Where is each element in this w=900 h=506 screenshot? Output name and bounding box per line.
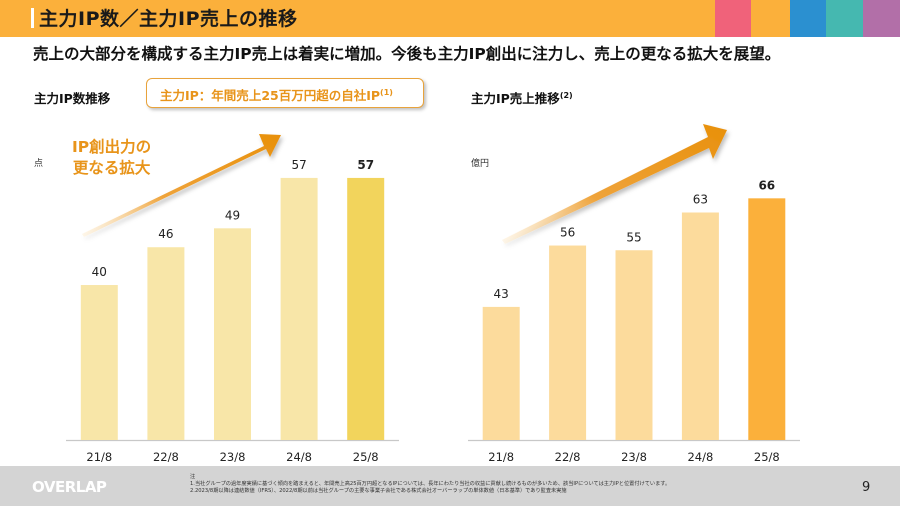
data-label: 57 bbox=[291, 158, 306, 172]
left-section-title: 主力IP数推移 bbox=[34, 88, 110, 107]
accent-swatch-orange bbox=[751, 0, 790, 37]
right-chart-unit: 億円 bbox=[471, 159, 490, 169]
growth-arrow-left bbox=[82, 134, 281, 237]
right-section-title-text: 主力IP売上推移 bbox=[471, 91, 560, 106]
x-tick-label: 24/8 bbox=[687, 450, 713, 464]
accent-swatch-pink bbox=[715, 0, 751, 37]
title-marker bbox=[31, 8, 34, 28]
right-section-title: 主力IP売上推移(2) bbox=[471, 88, 573, 107]
x-tick-label: 24/8 bbox=[286, 450, 312, 464]
bar-25-8 bbox=[748, 198, 786, 440]
data-label: 56 bbox=[560, 226, 575, 240]
definition-text: 主力IP：年間売上25百万円超の自社IP(1) bbox=[160, 85, 393, 104]
x-tick-label: 23/8 bbox=[220, 450, 246, 464]
footer-bar: OVERLAP 注 1.当社グループの過年度実績に基づく傾向を踏まえると、年間売… bbox=[0, 466, 900, 506]
callout-line-1: IP創出力の bbox=[72, 138, 152, 156]
left-section-title-text: 主力IP数推移 bbox=[34, 91, 111, 106]
bar-25-8 bbox=[347, 177, 385, 441]
bar-21-8 bbox=[80, 285, 118, 440]
header-bar: 主力IP数／主力IP売上の推移 bbox=[0, 0, 900, 37]
footnotes-heading: 注 bbox=[190, 474, 196, 480]
data-label: 49 bbox=[225, 208, 240, 222]
data-label: 66 bbox=[758, 178, 775, 192]
data-label: 63 bbox=[693, 192, 708, 206]
accent-swatch-teal bbox=[826, 0, 863, 37]
x-tick-label: 21/8 bbox=[488, 450, 514, 464]
footnote-2: 2.2023/8期以降は連結数値（IFRS）、2022/8期以前は当社グループの… bbox=[190, 488, 567, 494]
page-title: 主力IP数／主力IP売上の推移 bbox=[39, 8, 298, 30]
data-label: 46 bbox=[158, 227, 173, 241]
company-logo: OVERLAP bbox=[32, 478, 107, 496]
left-chart-unit: 点 bbox=[34, 159, 44, 169]
left-bar-chart: 40 21/8 46 22/8 49 23/8 57 24/8 57 25/8 bbox=[66, 158, 399, 464]
bar-22-8 bbox=[549, 245, 587, 440]
x-tick-label: 21/8 bbox=[86, 450, 112, 464]
bar-24-8 bbox=[280, 177, 318, 441]
data-label: 40 bbox=[92, 265, 107, 279]
growth-callout: IP創出力の 更なる拡大 bbox=[72, 137, 151, 179]
definition-footnote-ref: (1) bbox=[380, 87, 393, 97]
bar-23-8 bbox=[615, 250, 653, 440]
x-tick-label: 25/8 bbox=[754, 450, 780, 464]
right-bar-chart: 43 21/8 56 22/8 55 23/8 63 24/8 66 25/8 bbox=[468, 178, 800, 464]
accent-swatch-purple bbox=[863, 0, 900, 37]
bar-23-8 bbox=[214, 228, 251, 440]
bar-24-8 bbox=[681, 212, 719, 440]
charts-canvas: 40 21/8 46 22/8 49 23/8 57 24/8 57 25/8 43 21/8 56 2… bbox=[66, 124, 800, 464]
page-subtitle: 売上の大部分を構成する主力IP売上は着実に増加。今後も主力IP創出に注力し、売上… bbox=[33, 45, 781, 63]
definition-box: 主力IP：年間売上25百万円超の自社IP(1) bbox=[146, 78, 424, 108]
data-label: 57 bbox=[357, 158, 374, 172]
right-section-footnote-ref: (2) bbox=[559, 90, 573, 100]
data-label: 43 bbox=[494, 287, 509, 301]
growth-arrow-right bbox=[502, 124, 727, 244]
bar-21-8 bbox=[482, 306, 520, 440]
callout-line-2: 更なる拡大 bbox=[72, 159, 151, 177]
definition-label: 主力IP：年間売上25百万円超の自社IP bbox=[160, 88, 381, 103]
x-tick-label: 25/8 bbox=[353, 450, 379, 464]
data-label: 55 bbox=[626, 230, 641, 244]
footnote-1: 1.当社グループの過年度実績に基づく傾向を踏まえると、年間売上高25百万円超とな… bbox=[190, 481, 671, 487]
page-number: 9 bbox=[862, 480, 871, 495]
x-tick-label: 23/8 bbox=[621, 450, 647, 464]
x-tick-label: 22/8 bbox=[153, 450, 179, 464]
x-tick-label: 22/8 bbox=[555, 450, 581, 464]
bar-22-8 bbox=[147, 247, 185, 440]
accent-swatch-blue bbox=[790, 0, 826, 37]
footnotes: 注 1.当社グループの過年度実績に基づく傾向を踏まえると、年間売上高25百万円超… bbox=[190, 474, 670, 495]
